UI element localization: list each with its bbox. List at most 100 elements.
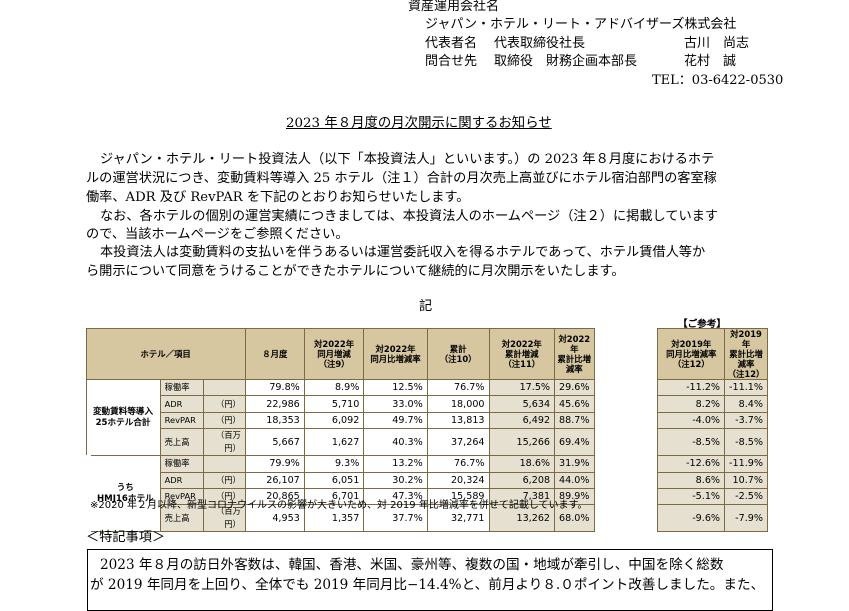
paragraph-2-line-1: なお、各ホテルの個別の運営実績につきましては、本投資法人のホームページ（注２）に… — [100, 209, 719, 224]
cell-yoy-rate: 37.7% — [363, 504, 428, 533]
special-notes-heading: ＜特記事項＞ — [86, 530, 166, 545]
paragraph-1-line-1: ジャパン・ホテル・リート投資法人（以下「本投資法人」といいます。）の 2023 … — [100, 152, 715, 167]
table-row: うち HMJ16ホテル 稼働率 79.9% 9.3% 13.2% 76.7% 18.6% 31… — [80, 455, 768, 533]
row-unit-label: （円） — [203, 411, 246, 430]
row-item-label: 売上高 — [159, 504, 205, 533]
header-yoy-rate: 対2022年 同月比増減率 — [363, 328, 428, 380]
representative-name: 古川 尚志 — [684, 36, 750, 51]
cell-cum-chg: 15,266 — [488, 428, 556, 457]
cell-m19: -12.6% — [657, 455, 726, 473]
cell-month: 79.8% — [244, 378, 305, 397]
representative-title: 代表取締役社長 — [494, 36, 586, 51]
cell-yoy: 6,092 — [303, 411, 365, 430]
cell-month: 20,865 — [244, 487, 305, 506]
cell-month: 26,107 — [244, 471, 305, 489]
header-vs2019-month: 対2019年 同月比増減率 （注12） — [657, 328, 726, 380]
row-item-label: ADR — [159, 395, 205, 413]
cell-cum-rate: 44.0% — [554, 471, 595, 489]
cell-m19: -5.1% — [657, 487, 726, 506]
table-row: 変動賃料等導入 25ホテル合計 稼働率 79.8% 8.9% 12.5% 76.7% 17.… — [85, 378, 768, 457]
table-row: 売上高 （百万円） 5,667 1,627 40.3% 37,264 15,266 69.4%… — [86, 428, 768, 457]
cell-yoy: 1,627 — [303, 428, 365, 457]
cell-m19: -8.5% — [657, 428, 726, 457]
contact-label: 問合せ先 — [425, 54, 478, 69]
special-notes-line-2: が 2019 年同月を上回り、全体でも 2019 年同月比−14.4%と、前月よ… — [90, 577, 765, 593]
cell-cum-chg: 7,381 — [488, 487, 556, 506]
cell-cum-rate: 68.0% — [554, 504, 595, 533]
header-cum-rate: 対2022年 累計比増減率 — [554, 328, 595, 380]
cell-month: 18,353 — [244, 411, 305, 430]
cell-m19: 8.2% — [657, 395, 726, 413]
cell-yoy-rate: 12.5% — [363, 378, 428, 397]
table-note: ※2020 年２月以降、新型コロナウイルスの影響が大きいため、対 2019 年比… — [90, 500, 588, 511]
cell-cum: 18,000 — [426, 395, 490, 413]
cell-c19: -3.7% — [724, 411, 768, 430]
cell-m19: -9.6% — [657, 504, 726, 533]
special-notes-line-1: 2023 年８月の訪日外客数は、韓国、香港、米国、豪州等、複数の国・地域が牽引し… — [100, 557, 724, 573]
row-item-label: 稼働率 — [159, 378, 205, 397]
table-row: RevPAR （円） 18,353 6,092 49.7% 13,813 6,492 88.7… — [86, 411, 768, 430]
header-yoy-change: 対2022年 同月増減 （注9） — [303, 328, 365, 380]
header-hotel-item: ホテル／項目 — [85, 328, 246, 380]
cell-cum-chg: 6,208 — [488, 471, 556, 489]
cell-cum-rate: 29.6% — [554, 378, 595, 397]
cell-c19: -11.1% — [724, 378, 768, 397]
row-unit-label: （百万円） — [203, 428, 246, 457]
cell-m19: -11.2% — [657, 378, 726, 397]
cell-cum: 32,771 — [426, 504, 490, 533]
reference-label: 【ご参考】 — [678, 319, 726, 330]
cell-cum-chg: 18.6% — [488, 455, 556, 473]
table-row: ADR （円） 26,107 6,051 30.2% 20,324 6,208 44.0% 8.… — [86, 471, 768, 489]
cell-yoy-rate: 13.2% — [363, 455, 428, 473]
paragraph-3-line-2: ら開示について同意をうけることができたホテルについて継続的に月次開示をいたします… — [86, 264, 625, 279]
row-unit-label: （百万円） — [203, 504, 246, 533]
cell-cum-rate: 89.9% — [554, 487, 595, 506]
table-row: RevPAR （円） 20,865 6,701 47.3% 15,589 7,381 89.9… — [86, 487, 768, 506]
cell-m19: -4.0% — [657, 411, 726, 430]
row-unit-label — [203, 455, 246, 473]
table-header-row: ホテル／項目 ８月度 対2022年 同月増減 （注9） 対2022年 同月比増減… — [85, 328, 768, 380]
paragraph-2-line-2: ので、当該ホームページをご参照ください。 — [86, 227, 349, 242]
row-item-label: 稼働率 — [159, 455, 205, 473]
group-hmj16-label: うち HMJ16ホテル — [80, 455, 161, 533]
cell-cum-chg: 17.5% — [488, 378, 556, 397]
asset-manager-name: ジャパン・ホテル・リート・アドバイザーズ株式会社 — [425, 17, 737, 32]
cell-yoy: 6,701 — [303, 487, 365, 506]
row-item-label: RevPAR — [159, 487, 205, 506]
contact-name: 花村 誠 — [684, 54, 737, 69]
cell-cum: 20,324 — [426, 471, 490, 489]
asset-manager-label: 資産運用会社名 — [408, 0, 500, 14]
cell-yoy-rate: 47.3% — [363, 487, 428, 506]
representative-label: 代表者名 — [425, 36, 478, 51]
cell-cum-rate: 69.4% — [554, 428, 595, 457]
table-row: 売上高 （百万円） 4,953 1,357 37.7% 32,771 13,262 68.0%… — [86, 504, 768, 533]
header-cumulative: 累計 （注10） — [426, 328, 490, 380]
cell-month: 5,667 — [244, 428, 305, 457]
cell-c19: -7.9% — [724, 504, 768, 533]
row-unit-label — [203, 378, 246, 397]
row-item-label: RevPAR — [159, 411, 205, 430]
cell-cum: 76.7% — [426, 455, 490, 473]
cell-cum: 37,264 — [426, 428, 490, 457]
row-unit-label: （円） — [203, 487, 246, 506]
cell-cum: 15,589 — [426, 487, 490, 506]
cell-yoy: 6,051 — [303, 471, 365, 489]
header-vs2019-cum: 対2019年 累計比増減率 （注12） — [724, 328, 768, 380]
header-cum-change: 対2022年 累計増減 （注11） — [488, 328, 556, 380]
contact-tel: TEL：03-6422-0530 — [652, 73, 784, 88]
cell-month: 79.9% — [244, 455, 305, 473]
cell-cum-chg: 13,262 — [488, 504, 556, 533]
paragraph-1-line-2: ルの運営状況につき、変動賃料等導入 25 ホテル（注１）合計の月次売上高並びにホ… — [86, 171, 717, 186]
cell-c19: 10.7% — [724, 471, 768, 489]
page-title: 2023 年８月度の月次開示に関するお知らせ — [286, 116, 552, 131]
cell-cum-chg: 6,492 — [488, 411, 556, 430]
cell-cum-rate: 88.7% — [554, 411, 595, 430]
cell-yoy-rate: 33.0% — [363, 395, 428, 413]
paragraph-1-line-3: 働率、ADR 及び RevPAR を下記のとおりお知らせいたします。 — [86, 190, 470, 205]
cell-month: 22,986 — [244, 395, 305, 413]
cell-c19: 8.4% — [724, 395, 768, 413]
contact-title: 取締役 財務企画本部長 — [494, 54, 638, 69]
cell-yoy-rate: 49.7% — [363, 411, 428, 430]
row-item-label: ADR — [159, 471, 205, 489]
table-row: ADR （円） 22,986 5,710 33.0% 18,000 5,634 45.6% 8.… — [86, 395, 768, 413]
